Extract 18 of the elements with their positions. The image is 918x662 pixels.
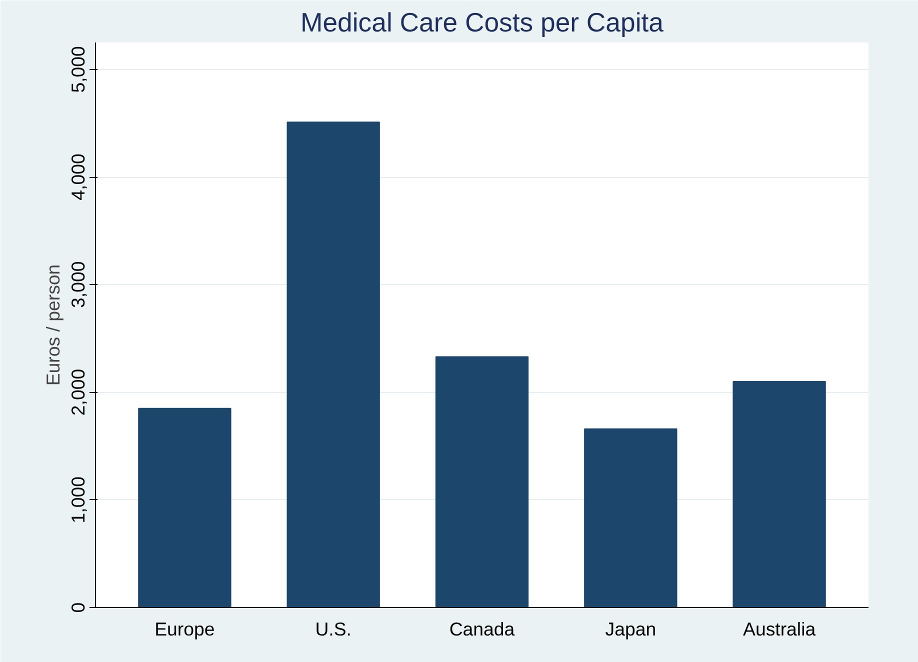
x-tick-label: Europe xyxy=(154,618,215,640)
y-tick-label: 5,000 xyxy=(68,46,88,93)
y-tick-label: 0 xyxy=(68,602,88,613)
y-tick-label: 1,000 xyxy=(68,476,88,524)
x-tick-label: Japan xyxy=(605,618,656,640)
bar xyxy=(286,122,380,608)
x-tick-label: Australia xyxy=(743,618,816,640)
y-tick-label: 2,000 xyxy=(68,368,88,416)
bar xyxy=(732,381,826,608)
y-tick-label: 3,000 xyxy=(68,261,88,308)
y-tick-label: 4,000 xyxy=(68,154,88,200)
x-tick-label: U.S. xyxy=(315,618,352,640)
y-axis-title: Euros / person xyxy=(42,264,64,386)
bar xyxy=(584,428,678,608)
bar xyxy=(138,408,232,608)
x-tick-label: Canada xyxy=(449,618,516,640)
bar xyxy=(435,356,529,608)
chart-title: Medical Care Costs per Capita xyxy=(300,8,664,38)
